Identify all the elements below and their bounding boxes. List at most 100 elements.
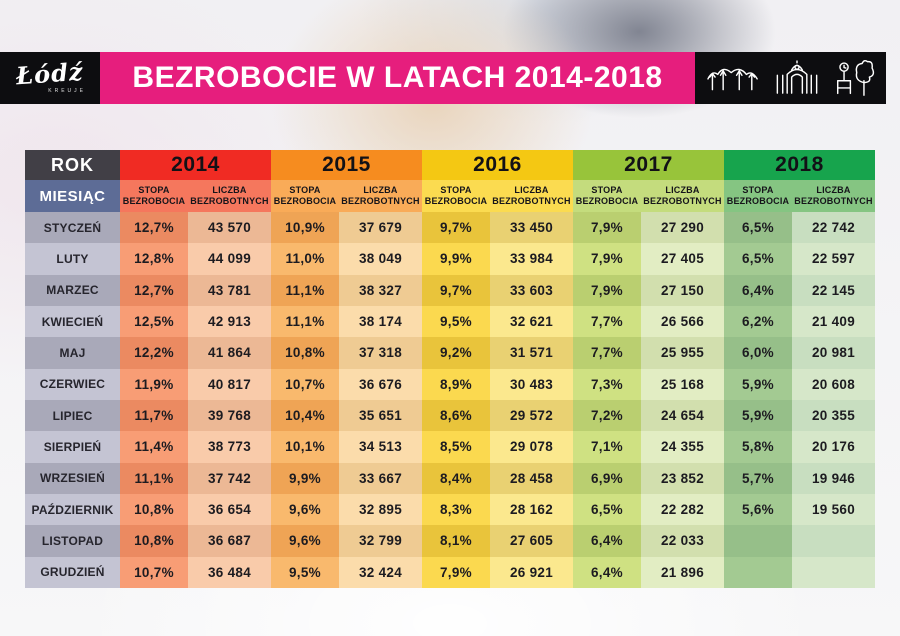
count-cell: 36 676 (339, 368, 422, 400)
count-cell: 22 597 (792, 243, 875, 275)
year-header-2014: 2014 (120, 150, 271, 180)
rate-cell: 10,7% (271, 368, 339, 400)
rate-cell: 10,8% (271, 337, 339, 369)
rate-cell: 8,4% (422, 462, 490, 494)
count-cell: 31 571 (490, 337, 573, 369)
rate-cell: 7,3% (573, 368, 641, 400)
count-cell: 25 168 (641, 368, 724, 400)
count-cell: 22 742 (792, 212, 875, 244)
subheader-liczba-2016: LICZBA BEZROBOTNYCH (490, 180, 573, 212)
count-cell: 40 817 (188, 368, 271, 400)
rate-cell: 11,9% (120, 368, 188, 400)
count-cell: 20 176 (792, 431, 875, 463)
palace-gate-icon (776, 60, 817, 94)
rate-cell: 6,4% (724, 274, 792, 306)
viaduct-icon (707, 68, 759, 91)
count-cell: 19 946 (792, 462, 875, 494)
rate-cell: 8,9% (422, 368, 490, 400)
rate-cell: 6,0% (724, 337, 792, 369)
count-cell: 19 560 (792, 494, 875, 526)
col-header-rok: ROK (25, 150, 120, 180)
count-cell: 22 145 (792, 274, 875, 306)
month-cell: WRZESIEŃ (25, 462, 120, 494)
count-cell: 25 955 (641, 337, 724, 369)
rate-cell: 6,9% (573, 462, 641, 494)
rate-cell: 11,1% (271, 274, 339, 306)
rate-cell: 8,6% (422, 400, 490, 432)
subheader-liczba-2017: LICZBA BEZROBOTNYCH (641, 180, 724, 212)
rate-cell: 9,7% (422, 212, 490, 244)
rate-cell: 5,7% (724, 462, 792, 494)
subheader-stopa-2015: STOPA BEZROBOCIA (271, 180, 339, 212)
lodz-logo: Łódź KREUJE (0, 52, 100, 104)
month-cell: STYCZEŃ (25, 212, 120, 244)
month-cell: MAJ (25, 337, 120, 369)
rate-cell: 10,9% (271, 212, 339, 244)
count-cell: 28 458 (490, 462, 573, 494)
rate-cell: 7,7% (573, 306, 641, 338)
rate-cell: 8,3% (422, 494, 490, 526)
month-cell: LIPIEC (25, 400, 120, 432)
rate-cell: 6,4% (573, 525, 641, 557)
count-cell: 38 174 (339, 306, 422, 338)
month-cell: PAŹDZIERNIK (25, 494, 120, 526)
rate-cell: 7,7% (573, 337, 641, 369)
unemployment-table: ROK 2014 2015 2016 2017 2018 MIESIĄC STOPA BEZR… (25, 150, 875, 588)
count-cell: 33 984 (490, 243, 573, 275)
rate-cell: 5,8% (724, 431, 792, 463)
month-cell: LISTOPAD (25, 525, 120, 557)
month-cell: SIERPIEŃ (25, 431, 120, 463)
rate-cell: 7,9% (422, 556, 490, 588)
count-cell: 38 327 (339, 274, 422, 306)
count-cell: 35 651 (339, 400, 422, 432)
count-cell: 23 852 (641, 462, 724, 494)
count-cell: 26 566 (641, 306, 724, 338)
rate-cell: 9,5% (271, 556, 339, 588)
rate-cell: 8,1% (422, 525, 490, 557)
title-bar: BEZROBOCIE W LATACH 2014-2018 (100, 52, 695, 104)
rate-cell: 8,5% (422, 431, 490, 463)
count-cell: 20 608 (792, 368, 875, 400)
count-cell: 20 355 (792, 400, 875, 432)
count-cell: 28 162 (490, 494, 573, 526)
count-cell: 32 424 (339, 556, 422, 588)
month-cell: GRUDZIEŃ (25, 556, 120, 588)
rate-cell: 6,4% (573, 556, 641, 588)
count-cell: 27 290 (641, 212, 724, 244)
subheader-liczba-2015: LICZBA BEZROBOTNYCH (339, 180, 422, 212)
count-cell: 37 742 (188, 462, 271, 494)
lodz-logo-subtext: KREUJE (48, 88, 86, 94)
lodz-logo-script: Łódź (15, 56, 85, 91)
rate-cell: 7,2% (573, 400, 641, 432)
subheader-liczba-2014: LICZBA BEZROBOTNYCH (188, 180, 271, 212)
rate-cell: 9,6% (271, 494, 339, 526)
page-title: BEZROBOCIE W LATACH 2014-2018 (132, 61, 663, 94)
year-header-2017: 2017 (573, 150, 724, 180)
count-cell: 26 921 (490, 556, 573, 588)
rate-cell: 5,9% (724, 368, 792, 400)
count-cell: 32 621 (490, 306, 573, 338)
rate-cell: 10,8% (120, 525, 188, 557)
rate-cell: 11,0% (271, 243, 339, 275)
rate-cell: 7,9% (573, 212, 641, 244)
rate-cell: 10,1% (271, 431, 339, 463)
count-cell: 44 099 (188, 243, 271, 275)
count-cell: 37 318 (339, 337, 422, 369)
month-cell: LUTY (25, 243, 120, 275)
rate-cell (724, 525, 792, 557)
month-cell: CZERWIEC (25, 368, 120, 400)
rate-cell: 6,5% (724, 212, 792, 244)
rate-cell: 6,5% (573, 494, 641, 526)
rate-cell (724, 556, 792, 588)
month-cell: MARZEC (25, 274, 120, 306)
rate-cell: 9,7% (422, 274, 490, 306)
count-cell: 21 896 (641, 556, 724, 588)
count-cell: 36 687 (188, 525, 271, 557)
count-cell: 37 679 (339, 212, 422, 244)
count-cell: 34 513 (339, 431, 422, 463)
rate-cell: 10,4% (271, 400, 339, 432)
rate-cell: 11,1% (120, 462, 188, 494)
count-cell: 32 895 (339, 494, 422, 526)
count-cell: 27 405 (641, 243, 724, 275)
